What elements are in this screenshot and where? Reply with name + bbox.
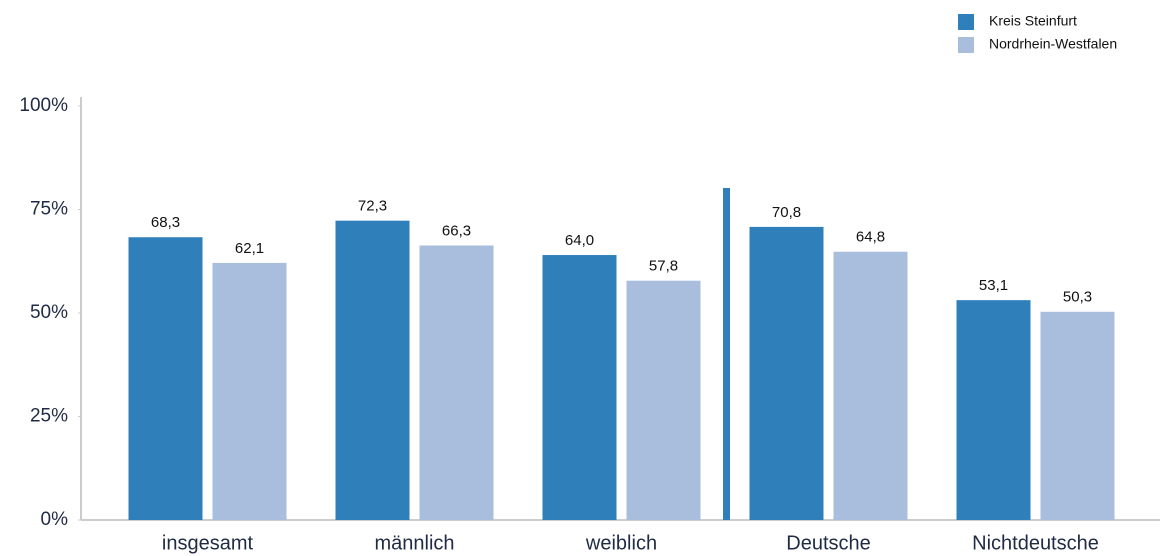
y-tick-label: 100% (19, 95, 68, 116)
value-label: 53,1 (979, 277, 1008, 294)
bar (833, 251, 908, 520)
legend-swatch (958, 14, 974, 30)
value-label: 68,3 (151, 214, 180, 231)
value-label: 62,1 (235, 240, 264, 257)
x-tick-label: insgesamt (162, 532, 254, 554)
bar (542, 255, 617, 521)
y-tick-label: 50% (30, 302, 68, 323)
bar (335, 220, 410, 521)
y-tick-label: 0% (41, 509, 69, 530)
value-label: 70,8 (772, 204, 801, 221)
legend-label: Kreis Steinfurt (989, 13, 1077, 29)
bar (128, 237, 203, 520)
bar (956, 300, 1031, 520)
value-label: 50,3 (1063, 289, 1092, 306)
value-label: 72,3 (358, 198, 387, 215)
separator (723, 188, 730, 520)
legend-swatch (958, 37, 974, 53)
x-tick-label: männlich (374, 532, 454, 554)
bar (419, 245, 494, 520)
value-label: 66,3 (442, 222, 471, 239)
y-tick-label: 75% (30, 199, 68, 220)
bar (749, 226, 824, 520)
x-tick-label: Deutsche (786, 532, 871, 554)
legend-label: Nordrhein-Westfalen (989, 36, 1117, 52)
x-tick-label: weiblich (585, 532, 657, 554)
value-label: 57,8 (649, 258, 678, 275)
y-tick-label: 25% (30, 406, 68, 427)
value-label: 64,8 (856, 229, 885, 246)
x-tick-label: Nichtdeutsche (972, 532, 1099, 554)
bar (212, 262, 287, 520)
bar (626, 280, 701, 520)
value-label: 64,0 (565, 232, 594, 249)
bar (1040, 311, 1115, 520)
